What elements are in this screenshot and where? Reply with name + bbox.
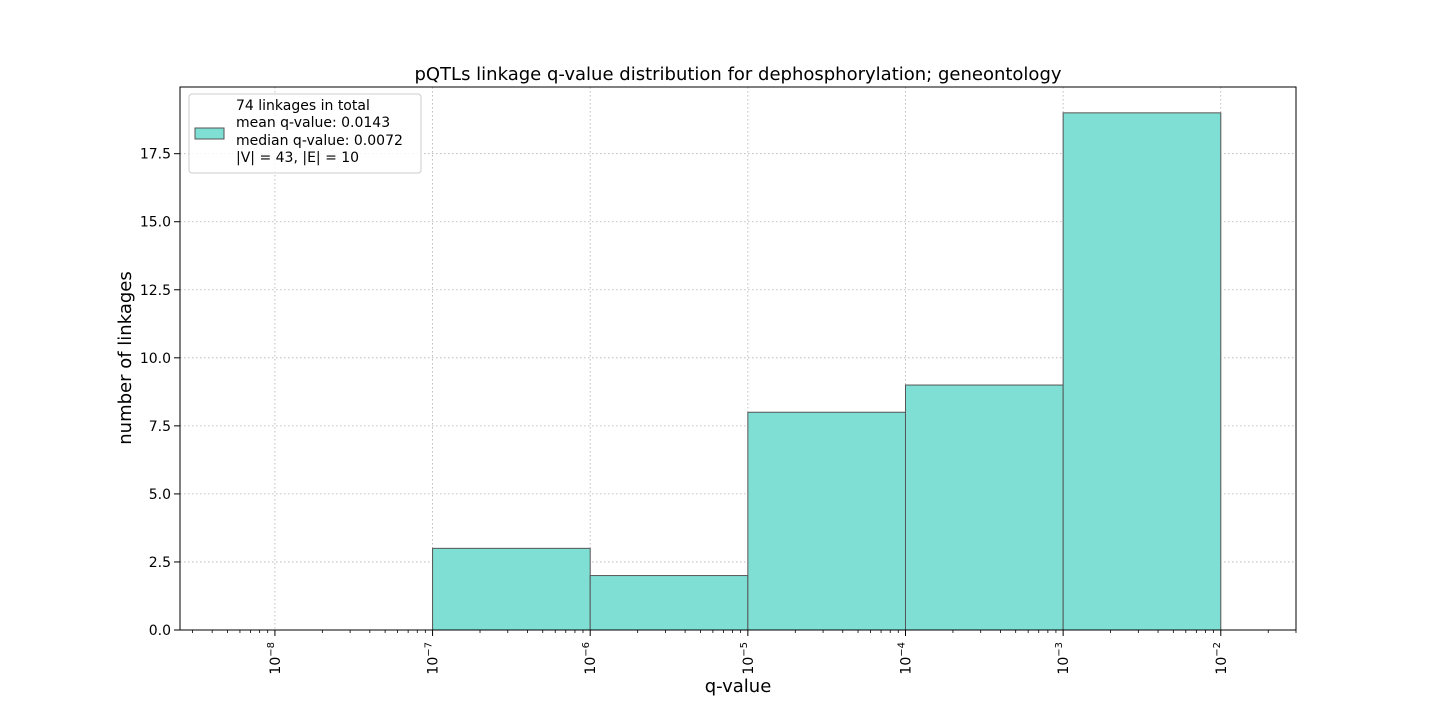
legend: 74 linkages in total mean q-value: 0.014… — [188, 93, 422, 174]
x-axis-label: q-value — [705, 676, 772, 697]
y-tick-label: 7.5 — [149, 419, 171, 435]
x-tick-label: 10−7 — [424, 642, 442, 675]
legend-line-median: median q-value: 0.0072 — [236, 133, 403, 149]
histogram-bar — [747, 411, 906, 631]
x-tick-label: 10−4 — [896, 642, 914, 675]
y-tick-label: 2.5 — [149, 555, 171, 571]
y-tick-label: 12.5 — [140, 283, 171, 299]
y-tick-label: 5.0 — [149, 487, 171, 503]
histogram-bar — [904, 384, 1064, 631]
histogram-bar — [432, 547, 591, 631]
bars — [432, 112, 1222, 631]
histogram-bar — [1062, 112, 1222, 631]
legend-line-mean: mean q-value: 0.0143 — [236, 115, 390, 131]
plot-frame — [179, 86, 1297, 631]
y-tick-label: 17.5 — [140, 147, 171, 163]
x-tick-label: 10−3 — [1054, 642, 1072, 675]
legend-swatch — [194, 127, 225, 140]
y-tick-label: 10.0 — [140, 351, 171, 367]
y-tick-label: 0.0 — [149, 623, 171, 639]
x-tick-label: 10−5 — [739, 642, 757, 675]
y-axis-label: number of linkages — [115, 271, 136, 444]
x-tick-label: 10−8 — [266, 642, 284, 675]
legend-box — [188, 93, 422, 174]
legend-line-graph-size: |V| = 43, |E| = 10 — [236, 150, 359, 166]
y-axis: 0.0 2.5 5.0 7.5 10.0 12.5 15.0 17.5 — [140, 147, 180, 639]
legend-line-total: 74 linkages in total — [236, 98, 370, 114]
y-tick-label: 15.0 — [140, 215, 171, 231]
histogram-bar — [589, 575, 749, 631]
chart-title: pQTLs linkage q-value distribution for d… — [414, 64, 1061, 85]
x-axis: 10−8 10−7 10−6 10−5 10−4 10−3 10−2 — [192, 630, 1297, 675]
x-tick-label: 10−6 — [581, 642, 599, 675]
x-tick-label: 10−2 — [1212, 642, 1230, 675]
